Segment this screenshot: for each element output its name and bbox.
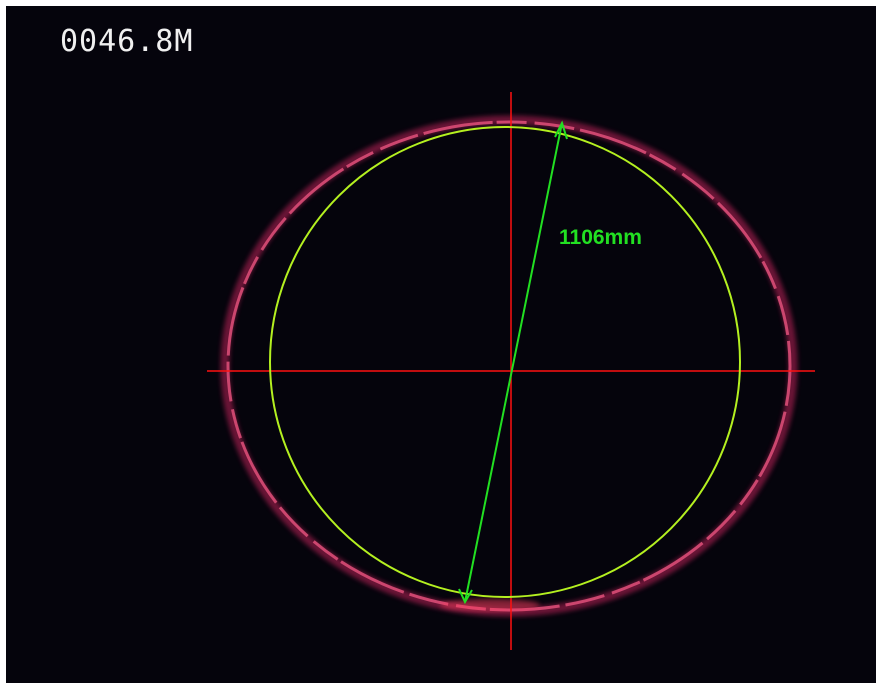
laser-hotspot (440, 599, 540, 611)
diameter-label: 1106mm (559, 226, 642, 249)
page: 1106mm 0046.8M (() => { const data = JSO… (0, 0, 882, 689)
camera-frame: 1106mm 0046.8M (0, 0, 882, 689)
distance-counter: 0046.8M (60, 24, 193, 59)
camera-image (6, 6, 876, 683)
